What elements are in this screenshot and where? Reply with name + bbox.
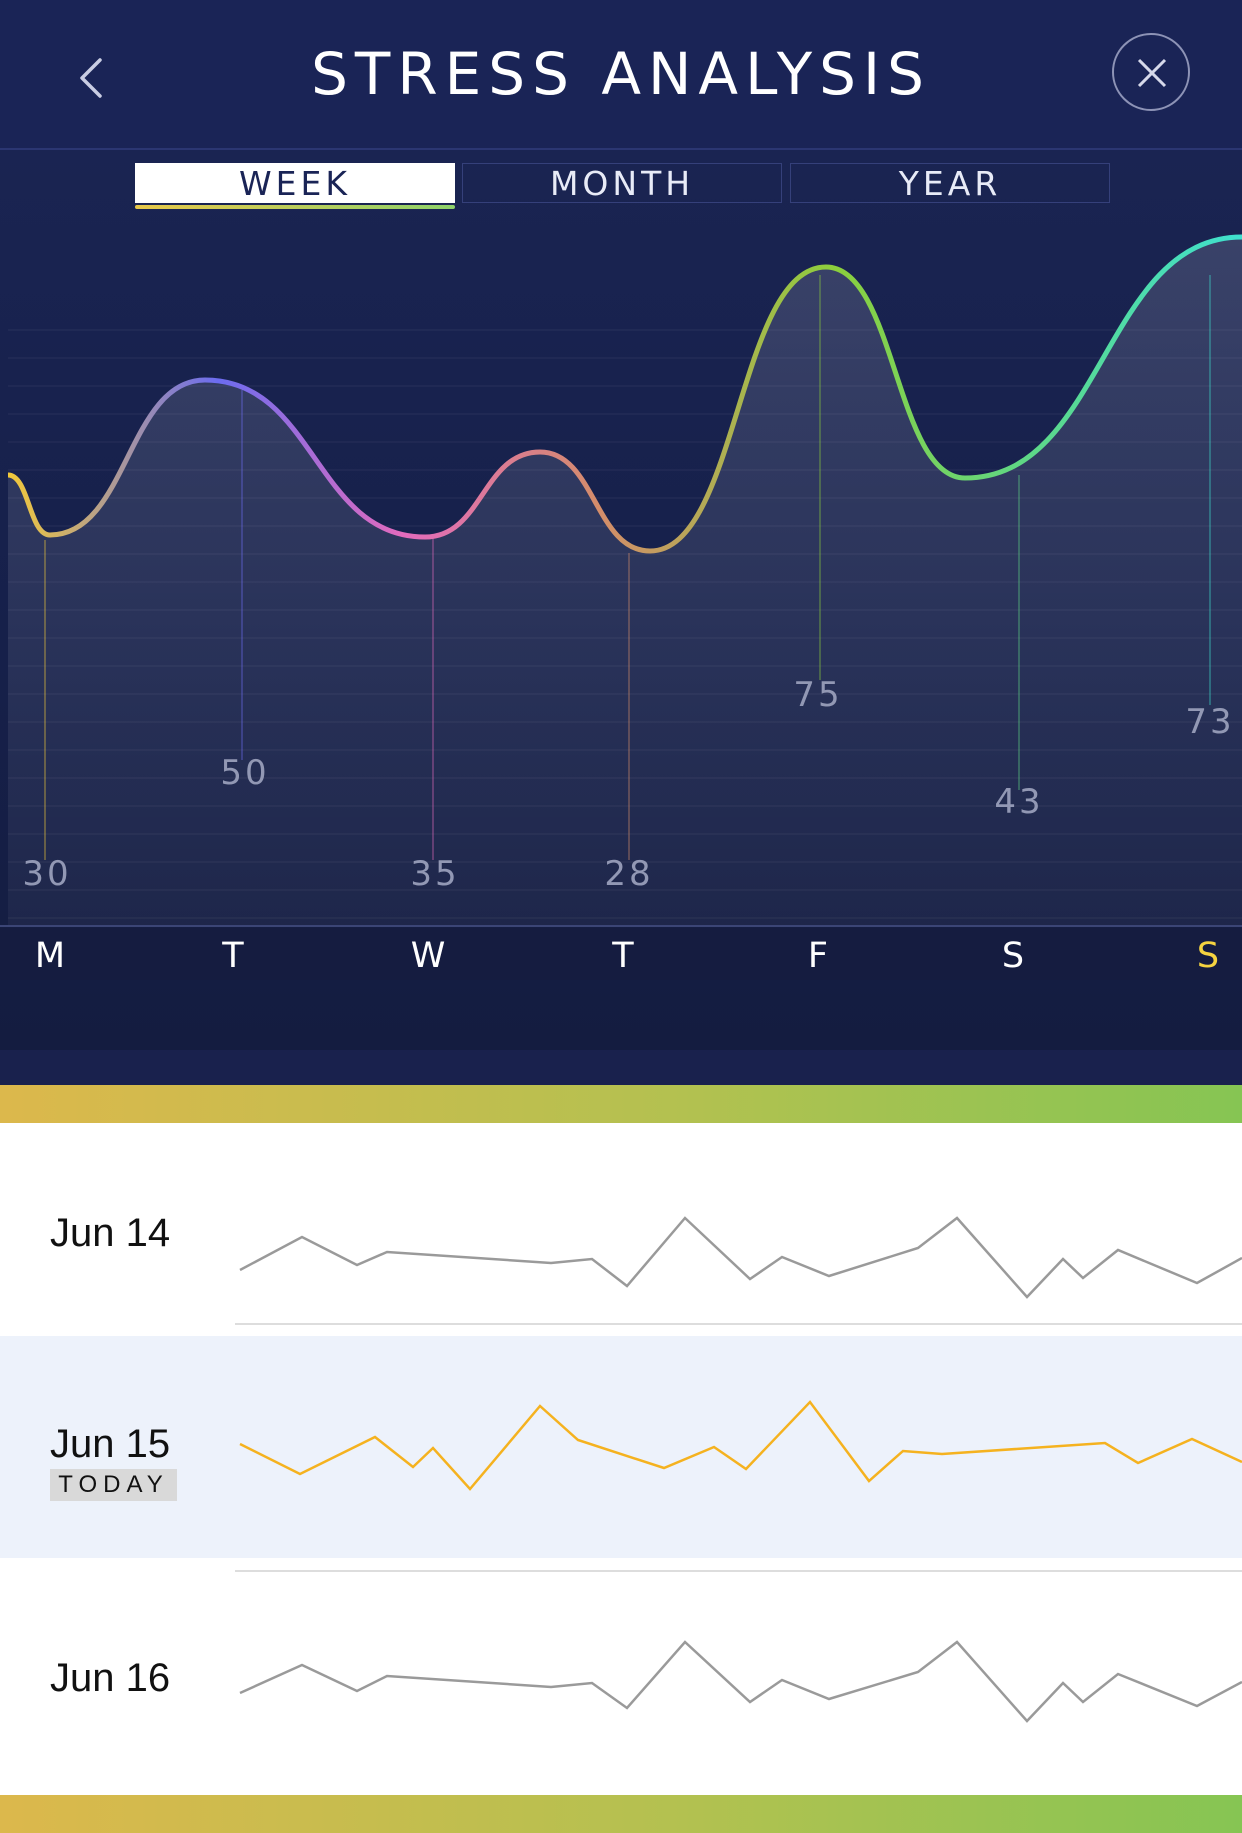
sparkline-jun-15 — [239, 1400, 1242, 1491]
stress-line-chart: 30 50 35 28 75 43 73 — [0, 234, 1242, 927]
value-label: 30 — [22, 854, 71, 894]
row-date: Jun 16 — [50, 1656, 171, 1700]
tab-week[interactable]: WEEK — [135, 163, 455, 203]
chart-droplines — [44, 275, 1211, 860]
list-item[interactable]: Jun 14 — [0, 1123, 1242, 1325]
day-label[interactable]: F — [807, 936, 829, 976]
close-icon — [1137, 58, 1167, 88]
day-label[interactable]: M — [34, 936, 66, 976]
row-divider — [235, 1323, 1242, 1325]
period-tabs: WEEK MONTH YEAR — [135, 163, 1110, 209]
tab-month[interactable]: MONTH — [462, 163, 782, 203]
day-label[interactable]: S — [1196, 936, 1220, 976]
x-axis-band — [0, 928, 1242, 980]
value-label: 35 — [410, 854, 459, 894]
list-item[interactable]: Jun 16 — [0, 1570, 1242, 1793]
chart-value-labels: 30 50 35 28 75 43 73 — [22, 675, 1234, 894]
today-badge: TODAY — [50, 1469, 177, 1501]
chart-footer-band — [0, 1050, 1242, 1086]
stress-series-line — [7, 234, 1242, 554]
row-date: Jun 15 — [50, 1422, 171, 1466]
day-label[interactable]: T — [222, 936, 244, 976]
chart-area-fill — [8, 237, 1242, 926]
value-label: 43 — [994, 782, 1043, 822]
day-label[interactable]: W — [410, 936, 446, 976]
day-label[interactable]: T — [612, 936, 634, 976]
gradient-band-bottom — [0, 1795, 1242, 1833]
sparkline-jun-16 — [239, 1640, 1242, 1723]
value-label: 28 — [604, 854, 653, 894]
value-label: 75 — [793, 675, 842, 715]
tab-year[interactable]: YEAR — [790, 163, 1110, 203]
page-title: STRESS ANALYSIS — [311, 40, 931, 108]
list-item-today[interactable]: Jun 15 TODAY — [0, 1336, 1242, 1558]
chart-panel: STRESS ANALYSIS WEEK MONTH YEAR — [0, 0, 1242, 1086]
chevron-left-icon[interactable] — [70, 52, 114, 104]
value-label: 73 — [1185, 702, 1234, 742]
value-label: 50 — [220, 753, 269, 793]
row-divider — [235, 1570, 1242, 1572]
header-bar: STRESS ANALYSIS — [0, 0, 1242, 150]
day-label[interactable]: S — [1001, 936, 1025, 976]
sparkline-jun-14 — [239, 1216, 1242, 1299]
gradient-band-top — [0, 1085, 1242, 1123]
close-button[interactable] — [1112, 33, 1190, 111]
tab-active-underline — [135, 205, 455, 209]
row-date: Jun 14 — [50, 1211, 171, 1255]
